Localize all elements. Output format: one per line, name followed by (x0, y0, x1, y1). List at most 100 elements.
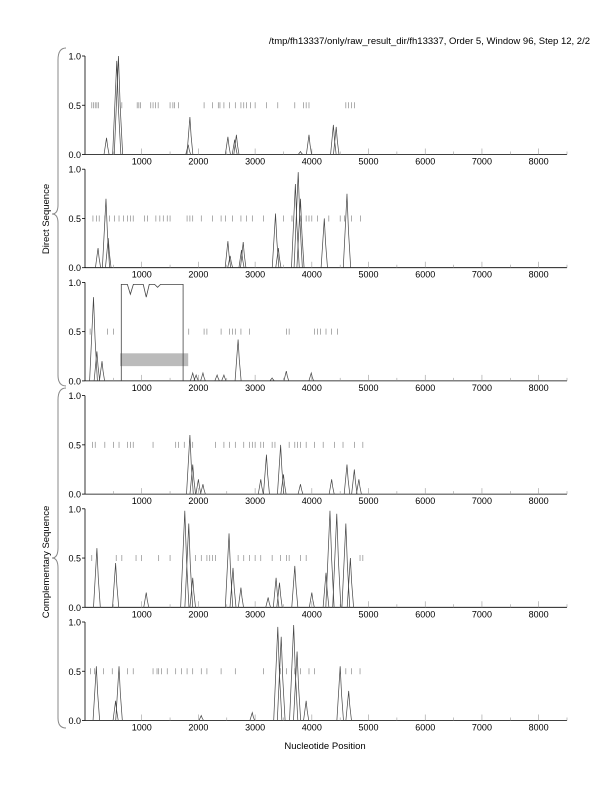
coding-potential-peak (276, 582, 283, 608)
y-tick-label: 1.0 (68, 165, 81, 175)
coding-potential-peak (263, 454, 270, 495)
x-tick-label: 6000 (415, 270, 435, 280)
coding-potential-peak (221, 373, 227, 382)
x-tick-label: 3000 (245, 383, 265, 393)
coding-potential-peak (93, 351, 101, 381)
x-tick-label: 7000 (472, 609, 492, 619)
x-tick-label: 7000 (472, 270, 492, 280)
coding-potential-peak (341, 523, 351, 608)
x-tick-label: 8000 (529, 609, 549, 619)
coding-potential-peak (293, 651, 302, 721)
x-tick-label: 5000 (359, 609, 379, 619)
x-tick-label: 6000 (415, 609, 435, 619)
x-tick-label: 8000 (529, 383, 549, 393)
coding-potential-peak (283, 370, 290, 381)
coding-potential-peak (200, 484, 206, 495)
coding-potential-peak (231, 139, 238, 155)
coding-potential-peak (224, 533, 234, 608)
coding-potential-peak (198, 714, 204, 721)
coding-potential-peak (234, 339, 242, 381)
x-tick-label: 4000 (302, 496, 322, 506)
coding-potential-peak (95, 247, 101, 268)
x-tick-label: 3000 (245, 157, 265, 167)
y-tick-label: 0.5 (68, 327, 81, 337)
y-tick-label: 0.5 (68, 667, 81, 677)
complementary-sequence-brace: Complementary Sequence (41, 387, 67, 729)
coding-potential-peak (115, 666, 123, 721)
coding-potential-peak (269, 377, 275, 382)
coding-potential-peak (102, 198, 110, 268)
complementary-sequence-label: Complementary Sequence (41, 506, 52, 618)
x-tick-label: 1000 (132, 723, 152, 733)
coding-potential-peak (189, 464, 196, 495)
x-tick-label: 5000 (359, 270, 379, 280)
chart-title: /tmp/fh13337/only/raw_result_dir/fh13337… (269, 36, 590, 47)
coding-potential-peak (184, 523, 194, 608)
coding-potential-peak (333, 126, 340, 155)
coding-potential-peak (276, 636, 286, 721)
coding-potential-peak (224, 136, 231, 155)
coding-potential-peak (224, 241, 231, 268)
coding-potential-peak (227, 255, 233, 268)
coding-potential-peak (103, 137, 110, 155)
x-tick-label: 6000 (415, 157, 435, 167)
coding-potential-peak (265, 597, 271, 608)
coding-potential-peak (186, 434, 194, 495)
orf-highlight-bar (120, 353, 189, 367)
panel-direct-frame-2: 0.0 0.5 1.0 1000 2000 3000 4000 5000 6000 7000 800… (68, 165, 568, 280)
direct-sequence-brace: Direct Sequence (41, 47, 67, 387)
coding-potential-peak (332, 513, 342, 608)
coding-potential-peak (291, 183, 300, 268)
x-tick-label: 4000 (302, 609, 322, 619)
x-tick-label: 8000 (529, 157, 549, 167)
x-tick-label: 5000 (359, 383, 379, 393)
coding-potential-peak (351, 469, 358, 495)
y-tick-label: 1.0 (68, 52, 81, 62)
coding-potential-peak (249, 711, 255, 721)
x-tick-label: 1000 (132, 609, 152, 619)
coding-potential-line (120, 283, 184, 381)
coding-potential-peak (330, 124, 337, 155)
coding-potential-peak (325, 510, 335, 608)
coding-potential-peak (214, 373, 220, 382)
y-tick-label: 0.5 (68, 214, 81, 224)
coding-potential-peak (237, 587, 244, 608)
y-tick-label: 0.5 (68, 440, 81, 450)
x-tick-label: 1000 (132, 270, 152, 280)
y-tick-label: 1.0 (68, 278, 81, 288)
coding-potential-peak (113, 55, 124, 155)
x-tick-label: 2000 (188, 270, 208, 280)
coding-potential-peak (229, 567, 237, 608)
panel-complementary-frame-1: 0.0 0.5 1.0 1000 2000 3000 4000 5000 6000 7000 800… (68, 391, 568, 506)
x-tick-label: 8000 (529, 270, 549, 280)
x-tick-label: 6000 (415, 496, 435, 506)
coding-potential-peak (143, 592, 150, 608)
x-tick-label: 7000 (472, 157, 492, 167)
coding-potential-peak (322, 572, 330, 608)
coding-potential-peak (112, 60, 122, 155)
x-tick-label: 4000 (302, 723, 322, 733)
coding-potential-peak (308, 592, 315, 608)
x-tick-label: 2000 (188, 723, 208, 733)
x-tick-label: 2000 (188, 157, 208, 167)
coding-potential-peak (233, 134, 240, 155)
coding-potential-peak (195, 479, 202, 495)
direct-sequence-label: Direct Sequence (41, 184, 52, 254)
coding-potential-peak (328, 479, 335, 495)
coding-potential-peak (336, 666, 344, 721)
coding-potential-peak (272, 577, 280, 608)
y-tick-label: 0.0 (68, 376, 81, 386)
y-tick-label: 0.0 (68, 603, 81, 613)
coding-potential-peak (273, 626, 283, 721)
y-tick-label: 0.0 (68, 263, 81, 273)
coding-potential-peak (291, 565, 299, 608)
x-tick-label: 2000 (188, 496, 208, 506)
x-axis-label: Nucleotide Position (284, 741, 365, 752)
coding-potential-peak (186, 117, 194, 155)
coding-potential-peak (342, 193, 352, 268)
x-tick-label: 2000 (188, 383, 208, 393)
coding-potential-peak (112, 700, 119, 721)
coding-potential-peak (293, 172, 303, 268)
x-tick-label: 3000 (245, 723, 265, 733)
coding-potential-peak (320, 218, 328, 268)
